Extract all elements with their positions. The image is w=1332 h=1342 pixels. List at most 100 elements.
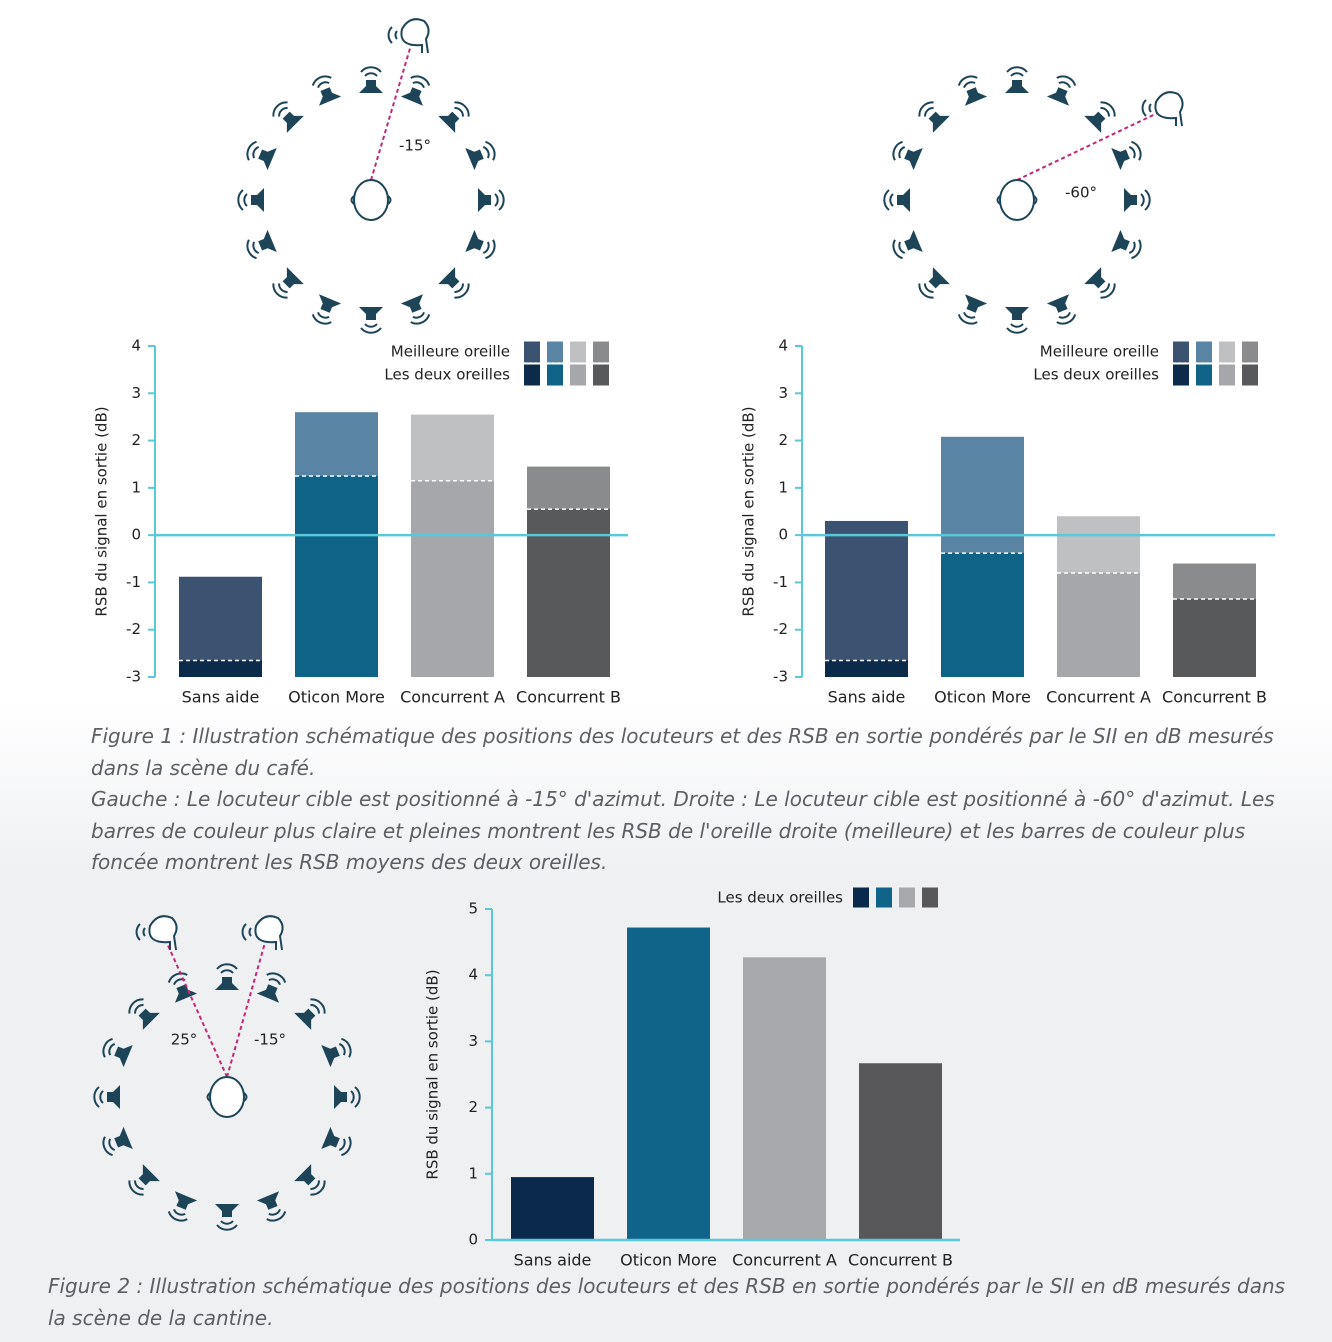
legend-swatch: [593, 341, 609, 363]
speaker-icon: [167, 1191, 198, 1222]
speaker-wave: [898, 241, 906, 254]
speaker-wave: [220, 1220, 234, 1225]
speaker-icon: [883, 188, 910, 212]
speaker-wave: [360, 66, 382, 73]
speaker-icon: [128, 1164, 160, 1196]
speaker-icon: [272, 267, 304, 299]
caption: Figure 2 : Illustration schématique des …: [48, 1274, 1286, 1330]
speaker-wave: [310, 998, 326, 1014]
speaker-body: [928, 111, 950, 133]
bar: [941, 553, 1024, 677]
speaker-wave: [924, 107, 934, 117]
speaker-body: [215, 977, 239, 990]
speaker-icon: [321, 1037, 352, 1068]
y-tick-label: 1: [778, 478, 788, 496]
bar: [825, 520, 908, 677]
speaker-wave: [272, 283, 288, 299]
legend-swatch: [524, 341, 540, 363]
speaker-body: [964, 87, 988, 106]
speaker-body: [114, 1044, 133, 1068]
talker-head: [1154, 91, 1184, 127]
x-tick-label: Oticon More: [288, 688, 385, 707]
y-axis-label: RSB du signal en sortie (dB): [93, 406, 111, 616]
speaker-wave: [108, 1138, 116, 1151]
legend-label: Les deux oreilles: [717, 889, 843, 907]
speaker-body: [400, 294, 424, 313]
speaker-body: [1005, 80, 1029, 93]
speaker-icon: [1124, 188, 1151, 212]
speaker-wave: [1058, 81, 1071, 89]
speaker-wave: [1058, 311, 1071, 319]
speaker-icon: [294, 998, 326, 1030]
speaker-wave: [892, 239, 903, 260]
listener-ear: [996, 195, 1038, 205]
speaker-body: [294, 1008, 316, 1030]
speaker-wave: [167, 1211, 188, 1222]
speaker-wave: [128, 1180, 144, 1196]
speaker-body: [928, 267, 950, 289]
speaker-wave: [957, 314, 978, 325]
speaker-icon: [1111, 140, 1142, 171]
speaker-icon: [102, 1126, 133, 1157]
listener-ear: [206, 1092, 248, 1102]
y-tick-label: 5: [468, 900, 478, 918]
listener-head: [209, 1076, 245, 1118]
listener-head: [999, 179, 1035, 221]
speaker-wave: [918, 101, 934, 117]
y-tick-label: 2: [778, 431, 788, 449]
speaker-wave: [918, 283, 934, 299]
speaker-icon: [215, 963, 239, 990]
y-tick-label: 3: [468, 1032, 478, 1050]
speaker-icon: [359, 66, 383, 93]
speaker-icon: [918, 101, 950, 133]
speaker-icon: [400, 75, 431, 106]
legend-swatch: [593, 364, 609, 386]
speaker-body: [478, 188, 491, 212]
speaker-icon: [128, 998, 160, 1030]
x-tick-label: Sans aide: [514, 1251, 592, 1270]
speaker-wave: [350, 1090, 355, 1104]
speaker-icon: [957, 294, 988, 325]
legend-swatch: [876, 887, 892, 908]
speaker-wave: [278, 107, 288, 117]
speaker-body: [438, 267, 460, 289]
legend-swatch: [1173, 341, 1189, 363]
bar: [295, 476, 378, 677]
speaker-body: [897, 188, 910, 212]
speaker-icon: [1005, 66, 1029, 93]
speaker-wave: [278, 283, 288, 293]
legend-swatch: [524, 364, 540, 386]
speaker-wave: [410, 314, 431, 325]
y-tick-label: 0: [778, 526, 788, 544]
y-tick-label: 0: [468, 1231, 478, 1249]
angle-label: 25°: [171, 1031, 198, 1049]
speaker-wave: [1056, 314, 1077, 325]
speaker-body: [174, 1191, 198, 1210]
speaker-body: [258, 147, 277, 171]
speaker-icon: [215, 1204, 239, 1231]
speaker-body: [1111, 147, 1130, 171]
speaker-icon: [957, 75, 988, 106]
speaker-wave: [1128, 241, 1136, 254]
speaker-wave: [243, 193, 248, 207]
speaker-body: [282, 267, 304, 289]
speaker-wave: [220, 969, 234, 974]
speaker-wave: [272, 101, 288, 117]
speaker-wave: [128, 998, 144, 1014]
speaker-wave: [266, 972, 287, 983]
y-tick-label: 3: [131, 384, 141, 402]
speaker-wave: [216, 963, 238, 970]
speaker-body: [465, 229, 484, 253]
speaker-icon: [465, 229, 496, 260]
speaker-wave: [482, 146, 490, 159]
speaker-icon: [918, 267, 950, 299]
legend-label: Les deux oreilles: [384, 366, 510, 384]
speaker-icon: [1084, 101, 1116, 133]
speaker-icon: [438, 101, 470, 133]
speaker-icon: [237, 188, 264, 212]
speaker-body: [318, 87, 342, 106]
speaker-icon: [311, 294, 342, 325]
speaker-icon: [400, 294, 431, 325]
speaker-wave: [268, 1208, 281, 1216]
speaker-body: [359, 80, 383, 93]
